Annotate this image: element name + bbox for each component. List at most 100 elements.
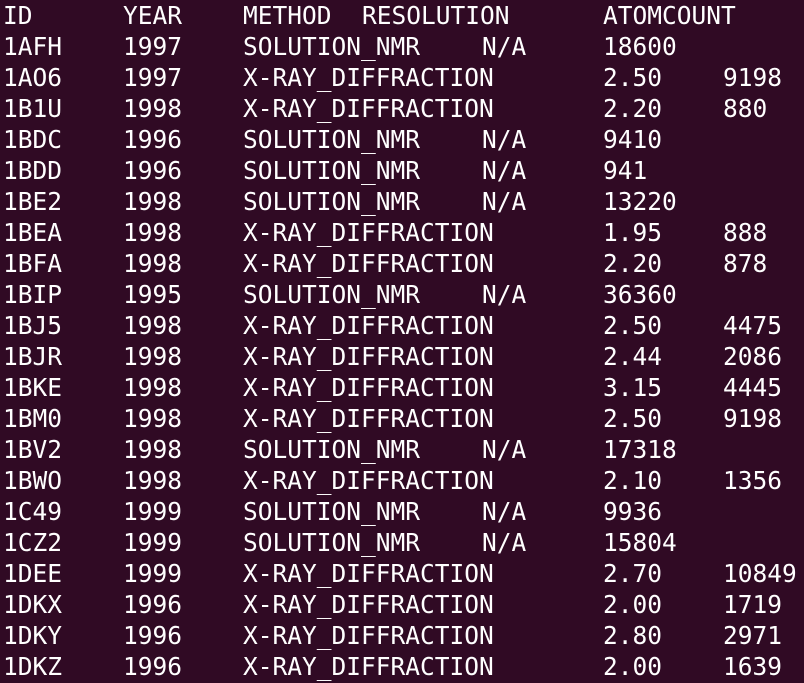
- cell-year: 1998: [123, 466, 183, 495]
- cell-method: X-RAY_DIFFRACTION: [243, 249, 494, 278]
- table-row: 1CZ2 1999 SOLUTION_NMR N/A 15804: [3, 527, 804, 558]
- table-row: 1BWO 1998 X-RAY_DIFFRACTION 2.10 1356: [3, 465, 804, 496]
- cell-id: 1BE2: [3, 187, 63, 216]
- cell-id: 1BDD: [3, 156, 63, 185]
- header-id: ID: [3, 1, 33, 30]
- cell-atomcount: 10849: [723, 559, 797, 588]
- cell-atomcount: 1639: [723, 652, 783, 681]
- cell-resolution-na: N/A: [482, 435, 527, 464]
- cell-method: SOLUTION_NMR: [243, 32, 421, 61]
- cell-atomcount: 9198: [723, 404, 783, 433]
- cell-id: 1BWO: [3, 466, 63, 495]
- table-row: 1DKY 1996 X-RAY_DIFFRACTION 2.80 2971: [3, 620, 804, 651]
- cell-method: SOLUTION_NMR: [243, 497, 421, 526]
- cell-value: 1.95: [603, 218, 663, 247]
- cell-value: 941: [603, 156, 648, 185]
- cell-method: X-RAY_DIFFRACTION: [243, 218, 494, 247]
- cell-value: 2.80: [603, 621, 663, 650]
- cell-year: 1996: [123, 125, 183, 154]
- cell-id: 1BDC: [3, 125, 63, 154]
- cell-id: 1BJR: [3, 342, 63, 371]
- cell-year: 1998: [123, 249, 183, 278]
- cell-value: 15804: [603, 528, 677, 557]
- cell-method: X-RAY_DIFFRACTION: [243, 466, 494, 495]
- cell-id: 1DKY: [3, 621, 63, 650]
- cell-id: 1DKZ: [3, 652, 63, 681]
- cell-atomcount: 2086: [723, 342, 783, 371]
- table-row: 1BIP 1995 SOLUTION_NMR N/A 36360: [3, 279, 804, 310]
- cell-method: X-RAY_DIFFRACTION: [243, 590, 494, 619]
- cell-year: 1995: [123, 280, 183, 309]
- table-row: 1BJ5 1998 X-RAY_DIFFRACTION 2.50 4475: [3, 310, 804, 341]
- table-row: 1DKX 1996 X-RAY_DIFFRACTION 2.00 1719: [3, 589, 804, 620]
- cell-method: SOLUTION_NMR: [243, 156, 421, 185]
- cell-resolution-na: N/A: [482, 528, 527, 557]
- cell-year: 1998: [123, 342, 183, 371]
- cell-id: 1BM0: [3, 404, 63, 433]
- cell-atomcount: 2971: [723, 621, 783, 650]
- cell-method: SOLUTION_NMR: [243, 435, 421, 464]
- cell-value: 9936: [603, 497, 663, 526]
- cell-atomcount: 888: [723, 218, 768, 247]
- cell-id: 1BKE: [3, 373, 63, 402]
- cell-atomcount: 4445: [723, 373, 783, 402]
- cell-year: 1997: [123, 63, 183, 92]
- cell-value: 36360: [603, 280, 677, 309]
- table-row: 1B1U 1998 X-RAY_DIFFRACTION 2.20 880: [3, 93, 804, 124]
- cell-id: 1B1U: [3, 94, 63, 123]
- cell-id: 1BFA: [3, 249, 63, 278]
- header-resolution: RESOLUTION: [362, 1, 510, 30]
- cell-resolution-na: N/A: [482, 32, 527, 61]
- cell-method: SOLUTION_NMR: [243, 280, 421, 309]
- cell-id: 1AFH: [3, 32, 63, 61]
- cell-year: 1998: [123, 187, 183, 216]
- cell-year: 1999: [123, 528, 183, 557]
- cell-atomcount: 1719: [723, 590, 783, 619]
- cell-id: 1AO6: [3, 63, 63, 92]
- cell-atomcount: 880: [723, 94, 768, 123]
- cell-atomcount: 878: [723, 249, 768, 278]
- table-row: 1BFA 1998 X-RAY_DIFFRACTION 2.20 878: [3, 248, 804, 279]
- cell-value: 2.00: [603, 590, 663, 619]
- cell-value: 2.00: [603, 652, 663, 681]
- cell-method: X-RAY_DIFFRACTION: [243, 373, 494, 402]
- cell-method: X-RAY_DIFFRACTION: [243, 342, 494, 371]
- data-rows: 1AFH 1997 SOLUTION_NMR N/A 18600 1AO6 1997 X-RA…: [0, 31, 804, 682]
- cell-atomcount: 4475: [723, 311, 783, 340]
- cell-value: 2.44: [603, 342, 663, 371]
- cell-id: 1DKX: [3, 590, 63, 619]
- cell-year: 1996: [123, 156, 183, 185]
- table-row: 1C49 1999 SOLUTION_NMR N/A 9936: [3, 496, 804, 527]
- cell-value: 2.20: [603, 94, 663, 123]
- cell-method: SOLUTION_NMR: [243, 187, 421, 216]
- table-row: 1BEA 1998 X-RAY_DIFFRACTION 1.95 888: [3, 217, 804, 248]
- cell-id: 1BEA: [3, 218, 63, 247]
- cell-year: 1998: [123, 373, 183, 402]
- cell-method: SOLUTION_NMR: [243, 528, 421, 557]
- table-row: 1BDD 1996 SOLUTION_NMR N/A 941: [3, 155, 804, 186]
- cell-year: 1999: [123, 497, 183, 526]
- cell-resolution-na: N/A: [482, 156, 527, 185]
- cell-method: SOLUTION_NMR: [243, 125, 421, 154]
- cell-method: X-RAY_DIFFRACTION: [243, 621, 494, 650]
- table-row: 1DKZ 1996 X-RAY_DIFFRACTION 2.00 1639: [3, 651, 804, 682]
- cell-method: X-RAY_DIFFRACTION: [243, 311, 494, 340]
- cell-resolution-na: N/A: [482, 125, 527, 154]
- table-row: 1BM0 1998 X-RAY_DIFFRACTION 2.50 9198: [3, 403, 804, 434]
- cell-value: 9410: [603, 125, 663, 154]
- table-row: 1DEE 1999 X-RAY_DIFFRACTION 2.70 10849: [3, 558, 804, 589]
- table-row: 1BV2 1998 SOLUTION_NMR N/A 17318: [3, 434, 804, 465]
- cell-atomcount: 9198: [723, 63, 783, 92]
- cell-id: 1CZ2: [3, 528, 63, 557]
- table-row: 1BKE 1998 X-RAY_DIFFRACTION 3.15 4445: [3, 372, 804, 403]
- cell-value: 2.10: [603, 466, 663, 495]
- cell-value: 18600: [603, 32, 677, 61]
- cell-year: 1999: [123, 559, 183, 588]
- cell-id: 1DEE: [3, 559, 63, 588]
- cell-value: 2.50: [603, 63, 663, 92]
- cell-year: 1996: [123, 621, 183, 650]
- table-row: 1BDC 1996 SOLUTION_NMR N/A 9410: [3, 124, 804, 155]
- cell-value: 3.15: [603, 373, 663, 402]
- header-atomcount: ATOMCOUNT: [603, 1, 736, 30]
